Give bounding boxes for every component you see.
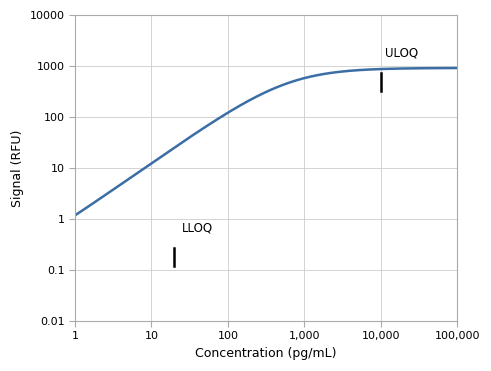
- Text: LLOQ: LLOQ: [182, 221, 213, 234]
- X-axis label: Concentration (pg/mL): Concentration (pg/mL): [195, 347, 337, 360]
- Text: ULOQ: ULOQ: [385, 46, 418, 59]
- Y-axis label: Signal (RFU): Signal (RFU): [11, 129, 24, 207]
